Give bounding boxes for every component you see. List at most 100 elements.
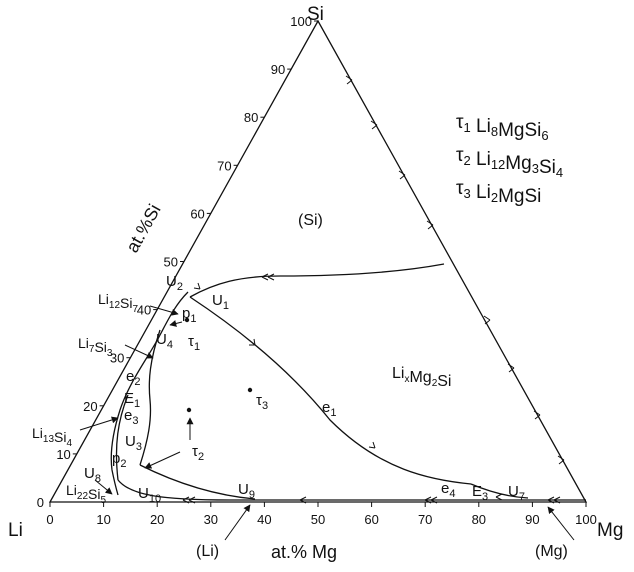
right-edge-chevron bbox=[557, 455, 565, 465]
point-label-e1: E1 bbox=[124, 390, 140, 410]
legend-entry: τ2 Li12Mg3Si4 bbox=[456, 145, 563, 180]
li7si3-arrow bbox=[124, 344, 154, 359]
t2-dot bbox=[186, 407, 192, 413]
bottom-tick-label: 40 bbox=[257, 512, 271, 527]
u1-to-si-edge-curve bbox=[189, 263, 445, 298]
region-lixmg2si: LixMg2Si bbox=[392, 365, 451, 390]
left-tick-label: 0 bbox=[37, 495, 44, 510]
point-label-u3: U3 bbox=[125, 433, 142, 453]
chevron bbox=[495, 493, 503, 501]
chevron bbox=[424, 496, 438, 504]
right-edge-chevron bbox=[426, 220, 434, 230]
point-label-t2: τ2 bbox=[192, 443, 204, 463]
t3-dot bbox=[247, 387, 253, 393]
edge-direction-marks bbox=[345, 75, 565, 465]
chevron bbox=[547, 496, 561, 504]
left-tick-label: 100 bbox=[290, 14, 312, 29]
u1-e1-e3-curve bbox=[189, 296, 472, 485]
left-tick-label: 30 bbox=[110, 351, 124, 366]
phase-boundaries bbox=[110, 263, 586, 501]
phase-label-li22si5: Li22Si5 bbox=[66, 482, 106, 506]
right-edge-chevron bbox=[370, 120, 378, 130]
bottom-tick-label: 0 bbox=[46, 512, 53, 527]
region-li: (Li) bbox=[196, 543, 219, 560]
inner-curve bbox=[139, 329, 161, 466]
triangle-frame bbox=[48, 19, 588, 503]
chevron bbox=[261, 273, 275, 281]
point-label-e3: E3 bbox=[472, 483, 488, 503]
left-tick-label: 50 bbox=[164, 255, 178, 270]
phase-label-li12si7: Li12Si7 bbox=[98, 291, 138, 315]
e3-u7-curve bbox=[470, 483, 529, 499]
corner-label-li: Li bbox=[8, 520, 23, 541]
point-label-u10: U10 bbox=[138, 485, 161, 505]
chevron bbox=[299, 496, 307, 504]
bottom-tick-label: 50 bbox=[311, 512, 325, 527]
p2-arrow bbox=[144, 451, 181, 469]
bottom-tick-label: 10 bbox=[96, 512, 110, 527]
legend-entry: τ1 Li8MgSi6 bbox=[456, 112, 549, 143]
left-tick-label: 70 bbox=[217, 158, 231, 173]
compound-dots bbox=[184, 317, 253, 413]
li12si7-arrow bbox=[149, 305, 179, 316]
legend-entry: τ3 Li2MgSi bbox=[456, 178, 541, 207]
chevron bbox=[193, 282, 201, 290]
right-edge-chevron bbox=[398, 170, 406, 180]
region-mg: (Mg) bbox=[535, 543, 568, 560]
chevron bbox=[249, 338, 256, 346]
t1-dot bbox=[184, 317, 190, 323]
corner-label-si: Si bbox=[307, 4, 324, 25]
point-label-e4: e4 bbox=[441, 480, 455, 500]
bottom-tick-label: 60 bbox=[364, 512, 378, 527]
triangle-outline bbox=[48, 19, 588, 503]
lower-liquidus-curve bbox=[117, 479, 586, 501]
left-tick-label: 90 bbox=[271, 62, 285, 77]
left-tick-label: 80 bbox=[244, 110, 258, 125]
point-label-u1: U1 bbox=[212, 292, 229, 312]
phase-labels: Li12Si7 Li7Si3 Li13Si4 Li22Si5 bbox=[32, 291, 138, 506]
bottom-tick-label: 80 bbox=[472, 512, 486, 527]
bottom-tick-label: 20 bbox=[150, 512, 164, 527]
point-label-u7: U7 bbox=[508, 483, 525, 503]
bottom-tick-label: 100 bbox=[575, 512, 597, 527]
bottom-axis-ticks: 0 10 20 30 40 50 60 70 80 90 100 bbox=[46, 502, 597, 527]
left-tick-label: 10 bbox=[56, 447, 70, 462]
left-axis-ticks: 0 10 20 30 40 50 60 70 80 90 100 bbox=[37, 14, 318, 510]
point-label-t1: τ1 bbox=[188, 333, 200, 353]
point-label-e3: e3 bbox=[124, 407, 138, 427]
t1-arrow bbox=[169, 320, 183, 327]
li22si5-arrow bbox=[94, 479, 113, 495]
point-label-e2: e2 bbox=[126, 368, 140, 388]
point-label-t3: τ3 bbox=[256, 392, 268, 412]
bottom-tick-label: 90 bbox=[525, 512, 539, 527]
label-pointers bbox=[79, 305, 575, 541]
bottom-axis-title: at.% Mg bbox=[271, 542, 337, 562]
point-label-p2: p2 bbox=[112, 450, 126, 470]
left-tick-label: 20 bbox=[83, 399, 97, 414]
right-edge-chevron bbox=[483, 315, 491, 325]
point-label-u2: U2 bbox=[166, 273, 183, 293]
phase-label-li7si3: Li7Si3 bbox=[78, 335, 113, 359]
li13si4-arrow bbox=[79, 416, 119, 431]
corner-label-mg: Mg bbox=[597, 520, 623, 541]
curve-direction-marks bbox=[182, 273, 561, 504]
lower-liquidus-curve-2 bbox=[139, 464, 256, 500]
mg-region-arrow bbox=[547, 506, 575, 541]
bottom-tick-label: 30 bbox=[204, 512, 218, 527]
point-label-u9: U9 bbox=[238, 481, 255, 501]
right-edge-chevron bbox=[507, 363, 515, 373]
point-label-e1: e1 bbox=[322, 399, 336, 419]
point-label-p1: p1 bbox=[182, 305, 196, 325]
li-si-binary-curve bbox=[110, 291, 189, 496]
point-label-u4: U4 bbox=[156, 331, 173, 351]
left-tick-label: 60 bbox=[190, 206, 204, 221]
e3-u3-curve bbox=[115, 394, 129, 481]
phase-label-li13si4: Li13Si4 bbox=[32, 425, 72, 449]
bottom-tick-label: 70 bbox=[418, 512, 432, 527]
li-region-arrow bbox=[224, 504, 251, 541]
point-label-u8: U8 bbox=[84, 465, 101, 485]
region-si: (Si) bbox=[298, 212, 323, 229]
